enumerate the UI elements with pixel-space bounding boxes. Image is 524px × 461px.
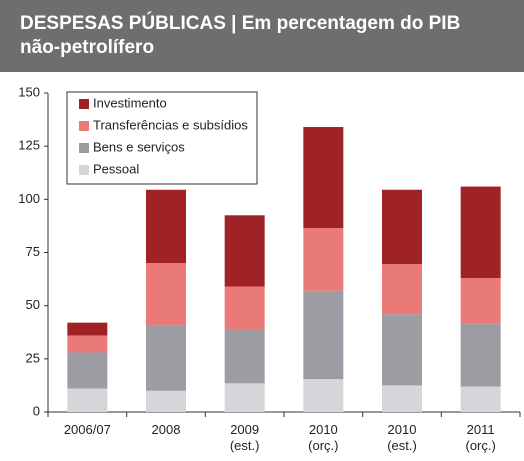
x-tick-label: 2010 (orç.)	[308, 422, 339, 453]
y-tick-label: 75	[26, 244, 40, 259]
bar-segment	[303, 379, 344, 412]
bar-segment	[224, 383, 265, 412]
y-tick-label: 150	[18, 84, 40, 99]
bar-segment	[67, 335, 108, 353]
bar-segment	[146, 325, 186, 391]
bar-segment	[67, 352, 108, 389]
chart-title: DESPESAS PÚBLICAS | Em percentagem do PI…	[20, 13, 461, 58]
y-tick-label: 100	[18, 191, 40, 206]
bar-segment	[460, 186, 501, 279]
y-tick-label: 0	[33, 403, 40, 418]
legend-swatch	[79, 165, 89, 175]
legend-swatch	[79, 99, 89, 109]
legend-box	[66, 91, 258, 185]
y-tick-label: 125	[18, 138, 40, 153]
bar-segment	[146, 390, 186, 412]
bar-segment	[382, 314, 422, 386]
x-tick-label: 2008	[151, 422, 181, 437]
bar-segment	[224, 329, 265, 384]
legend-swatch	[79, 143, 89, 153]
legend-label: Transferências e subsídios	[93, 117, 248, 132]
bar-segment	[460, 323, 501, 387]
bar-segment	[303, 127, 344, 229]
y-tick-label: 25	[26, 350, 40, 365]
bar-segment	[67, 388, 108, 412]
bar-segment	[224, 215, 265, 287]
bar-segment	[146, 189, 186, 264]
bar-segment	[303, 228, 344, 291]
header: DESPESAS PÚBLICAS | Em percentagem do PI…	[0, 0, 524, 72]
bar-segment	[224, 286, 265, 330]
bar-segment	[460, 386, 501, 412]
bar-segment	[460, 278, 501, 324]
bar-segment	[382, 264, 422, 315]
x-tick-label: 2010 (est.)	[387, 422, 417, 453]
x-tick-label: 2011 (orç.)	[465, 422, 496, 453]
bar-segment	[382, 189, 422, 265]
legend-swatch	[79, 121, 89, 131]
legend-label: Bens e serviços	[93, 139, 185, 154]
bar-segment	[67, 322, 108, 336]
x-tick-label: 2006/07	[63, 422, 111, 437]
y-tick-label: 50	[26, 297, 40, 312]
bar-segment	[146, 263, 186, 326]
bar-segment	[382, 385, 422, 412]
x-tick-label: 2009 (est.)	[229, 422, 260, 453]
legend-label: Pessoal	[93, 161, 139, 176]
bar-segment	[303, 290, 344, 380]
legend-label: Investimento	[93, 95, 167, 110]
